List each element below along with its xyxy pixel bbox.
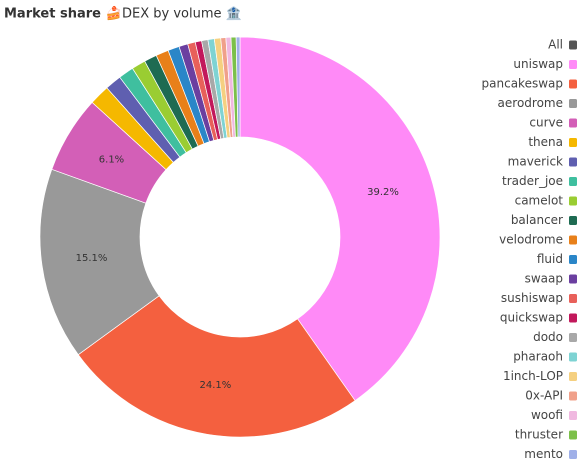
legend-label[interactable]: aerodrome [498,96,563,110]
legend-label[interactable]: quickswap [500,311,563,325]
legend-swatch[interactable] [569,177,577,186]
legend-swatch[interactable] [569,294,577,303]
value-label: 15.1% [76,253,108,264]
legend-label[interactable]: curve [529,116,563,130]
legend-label[interactable]: dodo [533,330,563,344]
legend-label[interactable]: 1inch-LOP [503,369,563,383]
slice [39,168,160,356]
legend-label[interactable]: velodrome [499,233,563,247]
legend-swatch[interactable] [569,235,577,245]
slice [239,36,441,402]
legend-label[interactable]: balancer [511,213,563,227]
legend-swatch[interactable] [569,99,577,108]
legend-swatch[interactable] [569,352,577,362]
slice [77,295,356,438]
legend-swatch[interactable] [569,274,577,284]
legend-label[interactable]: sushiswap [501,291,563,305]
chart-title: Market share 🍰 [4,6,122,22]
legend-swatch[interactable] [569,313,577,323]
legend-label[interactable]: mento [524,447,563,461]
legend-swatch[interactable] [569,411,577,420]
legend-swatch[interactable] [569,40,577,50]
legend-label[interactable]: pharaoh [513,350,563,364]
legend-label[interactable]: 0x-API [525,389,563,403]
legend-swatch[interactable] [569,196,577,206]
legend-swatch[interactable] [569,450,577,459]
value-label: 24.1% [200,380,232,391]
legend-swatch[interactable] [569,391,577,401]
legend-label[interactable]: camelot [515,194,564,208]
legend-label[interactable]: pancakeswap [482,77,563,91]
legend-label[interactable]: woofi [531,408,563,422]
legend-swatch[interactable] [569,216,577,225]
legend-swatch[interactable] [569,118,577,128]
legend-label[interactable]: All [548,38,563,52]
legend-label[interactable]: maverick [508,155,563,169]
legend-label[interactable]: thruster [515,428,563,442]
value-label: 6.1% [99,155,124,166]
legend-label[interactable]: fluid [537,252,563,266]
legend-swatch[interactable] [569,430,577,440]
legend-swatch[interactable] [569,79,577,89]
legend-swatch[interactable] [569,60,577,69]
legend-swatch[interactable] [569,372,577,381]
chart-subtitle: DEX by volume 🏦 [122,6,242,22]
legend-label[interactable]: trader_joe [502,174,563,188]
legend-swatch[interactable] [569,138,577,147]
slice [235,36,241,138]
legend-label[interactable]: thena [528,135,563,149]
legend-swatch[interactable] [569,255,577,264]
value-label: 39.2% [367,187,399,198]
legend-label[interactable]: uniswap [513,57,563,71]
legend-swatch[interactable] [569,157,577,167]
legend-label[interactable]: swaap [525,272,563,286]
legend-swatch[interactable] [569,333,577,342]
